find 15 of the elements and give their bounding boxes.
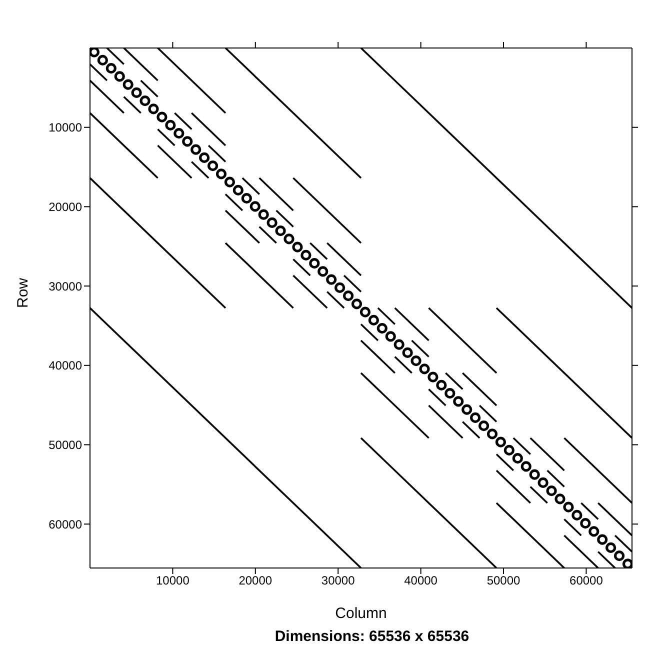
text: Dimensions: 65536 x 65536 [274,628,470,645]
x-tick-label: 50000 [486,574,521,588]
y-tick-label: 30000 [48,279,82,294]
x-tick-label: 10000 [156,574,190,588]
y-tick-label: 20000 [48,200,82,214]
x-tick-label: 20000 [238,574,272,588]
y-tick-label: 10000 [48,120,82,135]
x-tick-label: 40000 [404,574,438,588]
y-tick-label: 60000 [48,517,82,532]
y-tick-label: 40000 [48,358,82,373]
x-axis-title: Column [335,605,387,622]
x-tick-label: 60000 [570,574,604,588]
y-axis-title: Row [14,278,32,308]
y-tick-label: 50000 [48,438,82,452]
x-tick-label: 30000 [321,574,356,588]
